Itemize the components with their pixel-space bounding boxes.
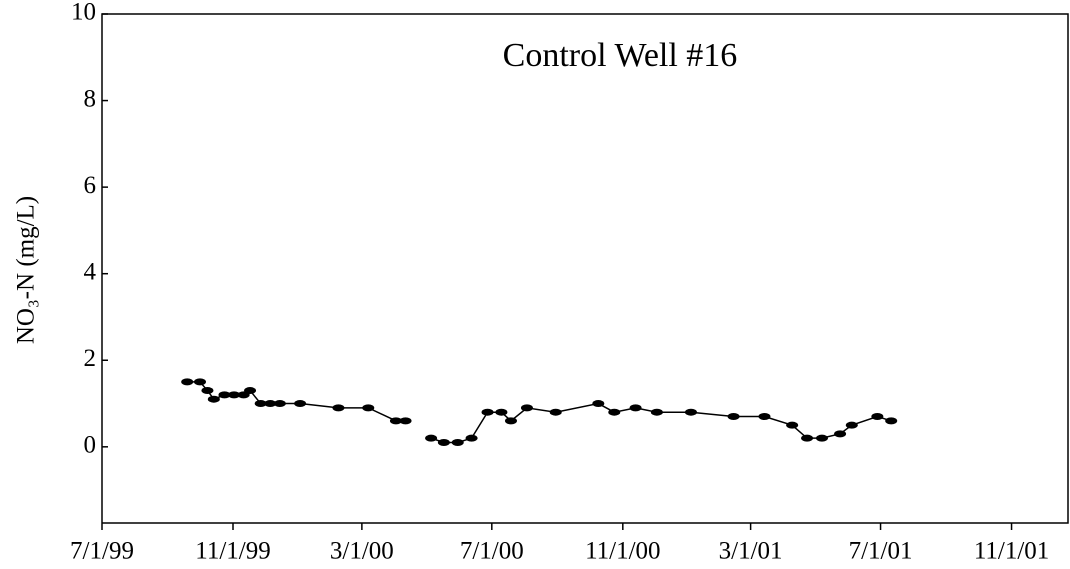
- data-point: [399, 417, 412, 425]
- data-point: [264, 400, 277, 408]
- x-tick-label: 11/1/01: [974, 538, 1049, 565]
- data-point: [801, 434, 814, 442]
- data-point: [481, 408, 494, 416]
- data-point: [727, 413, 740, 421]
- data-point: [871, 413, 884, 421]
- y-tick-label: 2: [84, 345, 97, 372]
- data-point: [362, 404, 375, 412]
- data-point: [244, 387, 257, 395]
- data-point: [786, 421, 799, 429]
- x-tick-label: 3/1/01: [719, 538, 783, 565]
- data-point: [228, 391, 241, 399]
- data-point: [608, 408, 621, 416]
- data-point: [451, 438, 464, 446]
- data-point: [254, 400, 267, 408]
- data-point: [273, 400, 286, 408]
- data-point: [834, 430, 847, 438]
- y-tick-label: 10: [71, 0, 96, 26]
- y-tick-label: 0: [84, 432, 97, 459]
- y-tick-label: 4: [84, 258, 97, 285]
- data-point: [294, 400, 307, 408]
- y-tick-label: 8: [84, 85, 97, 112]
- y-axis-label: NO₃-N (mg/L): [13, 196, 40, 344]
- data-point: [181, 378, 194, 386]
- data-point: [465, 434, 478, 442]
- data-point: [629, 404, 642, 412]
- data-point: [758, 413, 771, 421]
- data-point: [425, 434, 438, 442]
- x-tick-label: 7/1/99: [70, 538, 134, 565]
- data-point: [815, 434, 828, 442]
- data-point: [650, 408, 663, 416]
- plot-frame: [101, 13, 1069, 524]
- data-point: [332, 404, 345, 412]
- x-tick-label: 11/1/99: [195, 538, 270, 565]
- x-tick-label: 7/1/00: [460, 538, 524, 565]
- chart-title: Control Well #16: [503, 37, 738, 74]
- data-point: [495, 408, 508, 416]
- data-point: [592, 400, 605, 408]
- data-point: [549, 408, 562, 416]
- data-point: [201, 387, 214, 395]
- data-point: [437, 438, 450, 446]
- y-tick-label: 6: [84, 172, 97, 199]
- x-tick-label: 7/1/01: [849, 538, 913, 565]
- data-point: [845, 421, 858, 429]
- data-point: [520, 404, 533, 412]
- x-tick-label: 3/1/00: [330, 538, 394, 565]
- data-point: [207, 395, 220, 403]
- data-point: [504, 417, 517, 425]
- data-point: [885, 417, 898, 425]
- x-tick-label: 11/1/00: [585, 538, 660, 565]
- data-point: [218, 391, 231, 399]
- data-point: [684, 408, 697, 416]
- data-line: [187, 381, 892, 444]
- data-point: [193, 378, 206, 386]
- data-point: [389, 417, 402, 425]
